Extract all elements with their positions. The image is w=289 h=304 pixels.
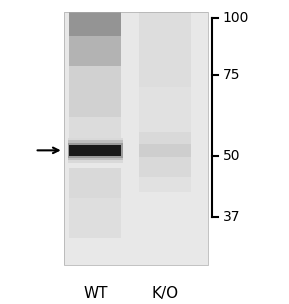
Bar (69, 199, 121, 237)
Bar (68, 143, 123, 158)
Bar (69, 12, 121, 36)
Text: 50: 50 (223, 149, 240, 163)
Bar (139, 132, 191, 178)
Text: WT: WT (83, 286, 108, 301)
Bar (69, 36, 121, 66)
Text: K/O: K/O (151, 286, 178, 301)
Bar (68, 140, 123, 161)
Text: 75: 75 (223, 68, 240, 82)
Bar (139, 12, 191, 87)
Bar (139, 143, 191, 157)
Bar (68, 138, 123, 163)
Text: 37: 37 (223, 209, 240, 223)
Bar (69, 145, 121, 156)
Bar (64, 12, 208, 264)
Bar (139, 87, 191, 192)
Text: 100: 100 (223, 11, 249, 25)
Bar (69, 66, 121, 117)
Bar (64, 12, 208, 264)
Bar (69, 168, 121, 199)
Bar (69, 117, 121, 138)
